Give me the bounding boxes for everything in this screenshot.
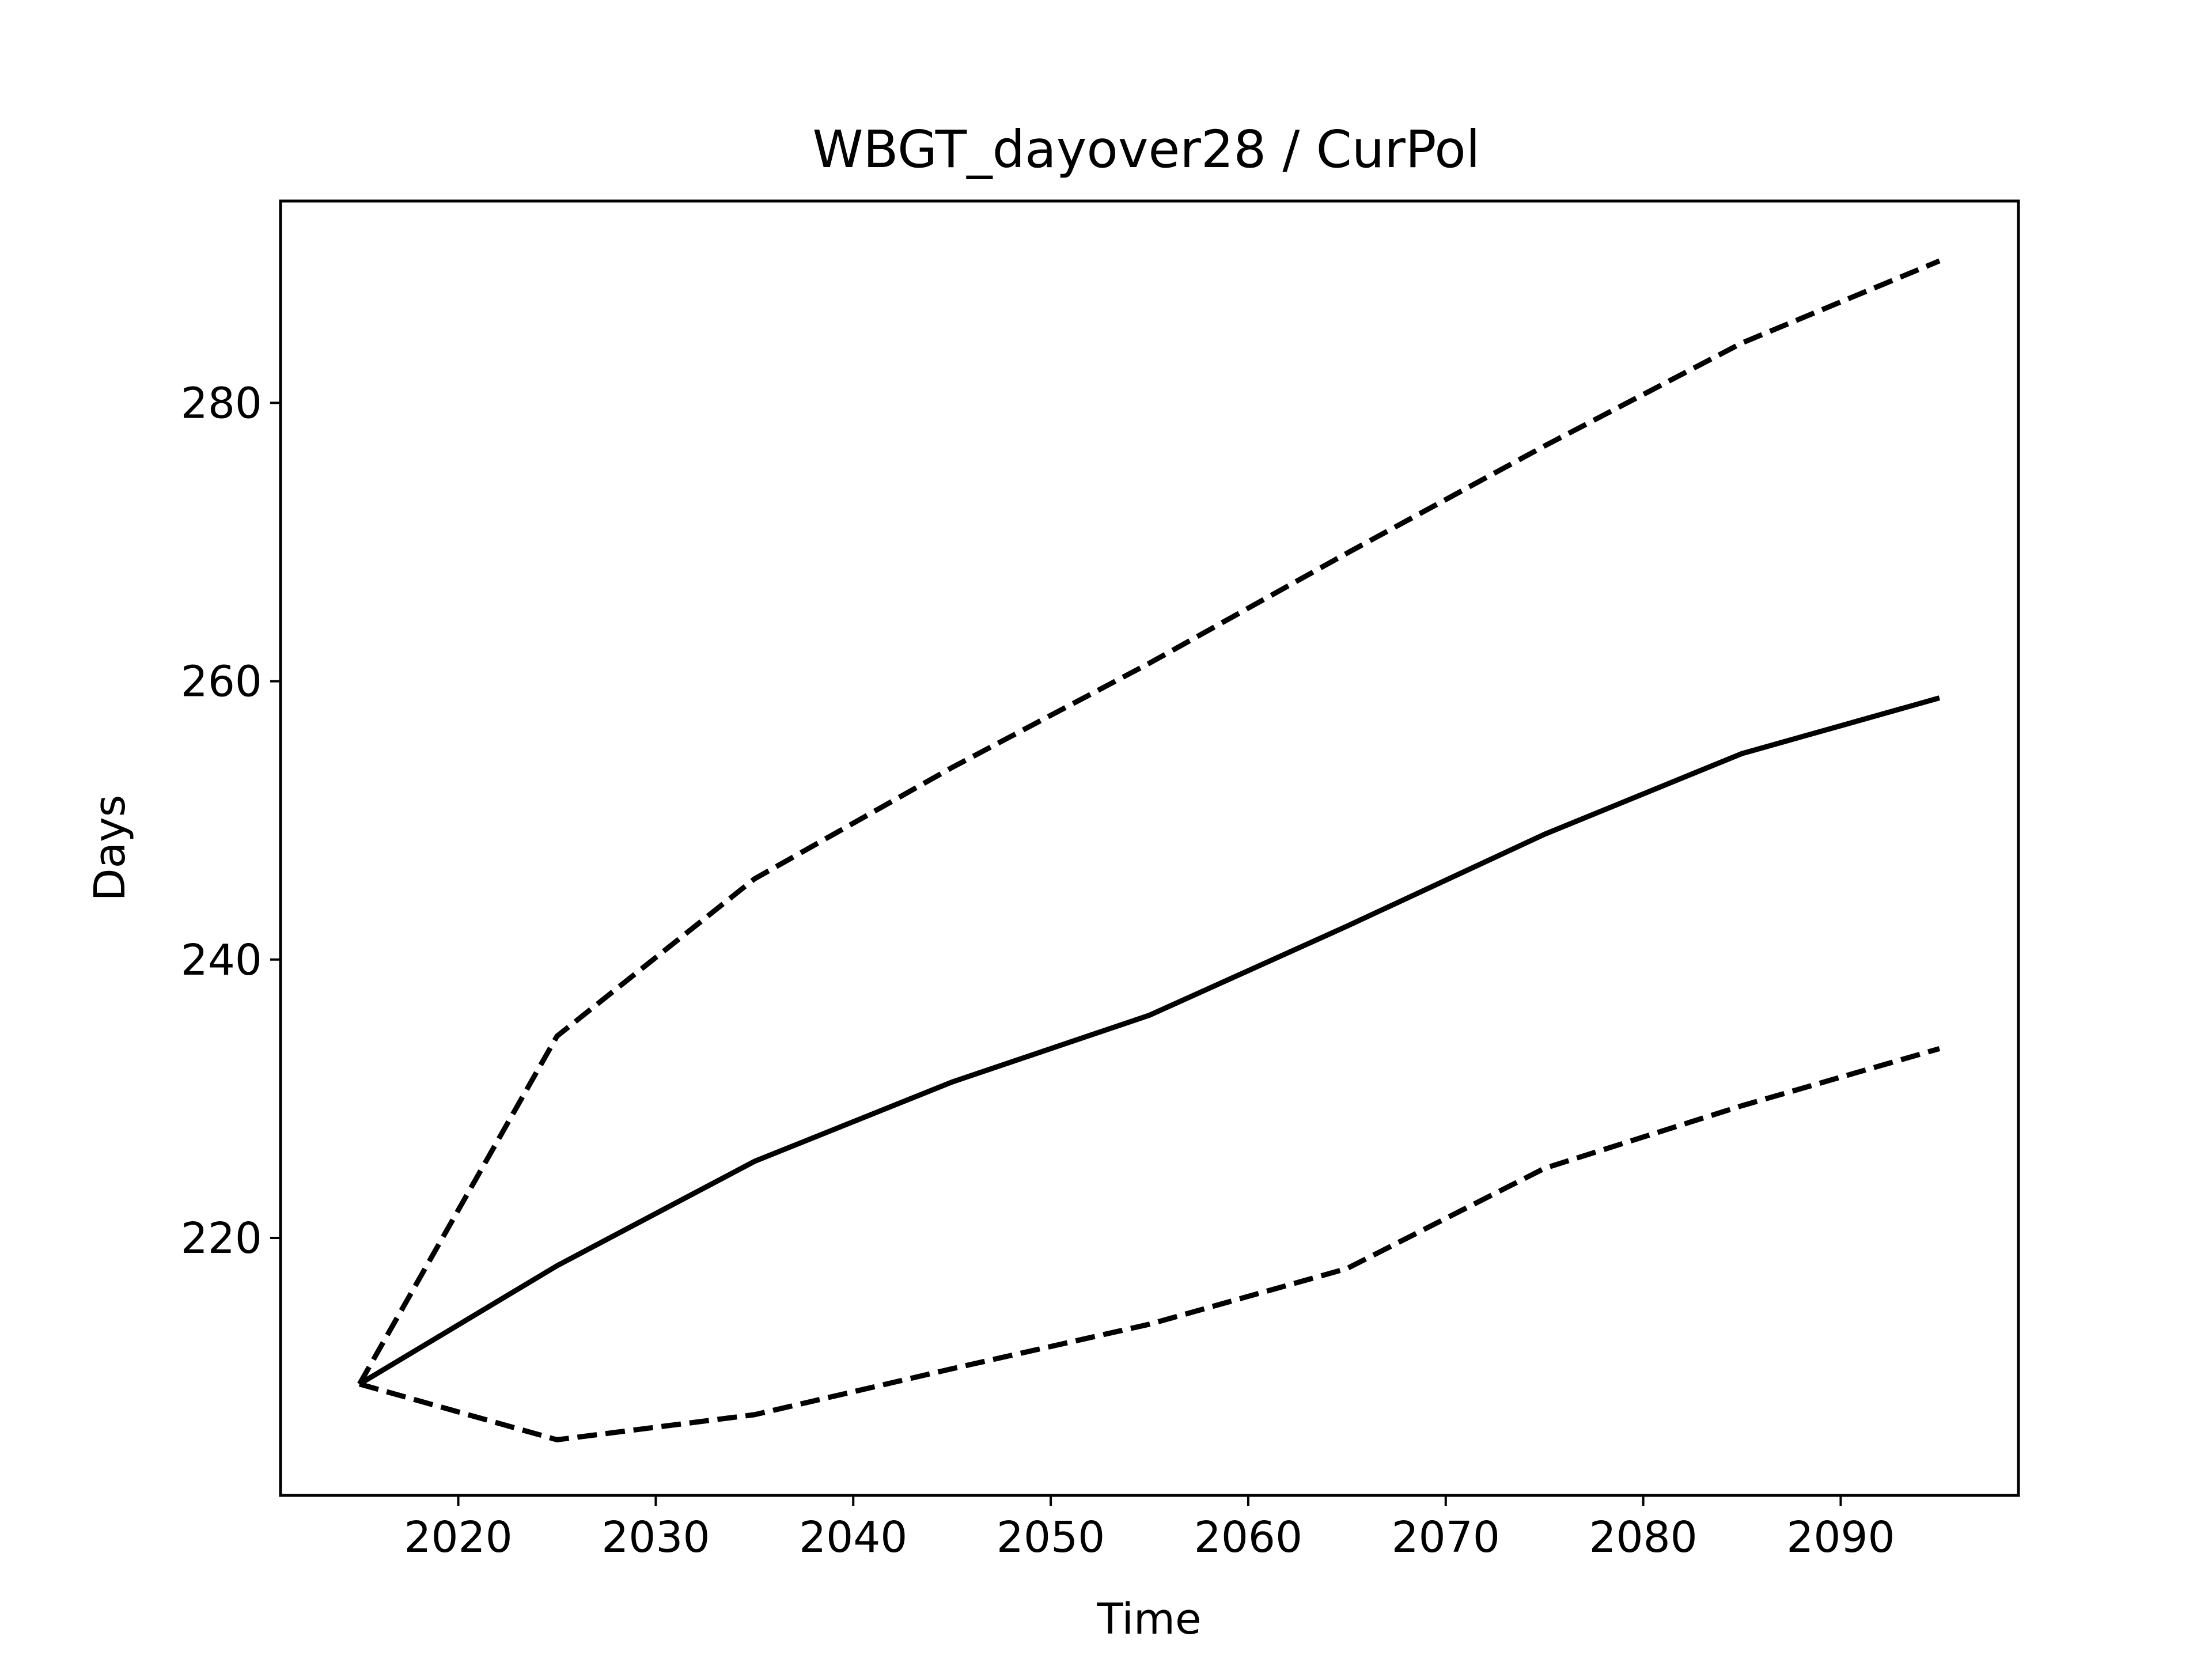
x-tick-label: 2060 (1194, 1513, 1302, 1562)
y-axis-label: Days (85, 795, 135, 902)
y-tick-label: 240 (181, 935, 262, 985)
plot-frame (279, 199, 2020, 1497)
x-tick-label: 2090 (1786, 1513, 1895, 1562)
x-tick-label: 2020 (404, 1513, 512, 1562)
y-tick-label: 260 (181, 657, 262, 707)
x-axis-label: Time (1096, 1594, 1201, 1644)
series-line-2-solid (358, 695, 1941, 1387)
chart-title: WBGT_dayover28 / CurPol (813, 119, 1480, 179)
series-line-1-dashed (357, 258, 1941, 1385)
y-tick-label: 280 (181, 378, 262, 428)
x-tick-label: 2070 (1392, 1513, 1500, 1562)
x-axis-ticks: 2020 2030 2040 2050 2060 2070 2080 2090 (404, 1495, 1895, 1562)
y-tick-label: 220 (181, 1214, 262, 1263)
x-tick-label: 2080 (1589, 1513, 1697, 1562)
series-line-3-dashed (358, 1046, 1941, 1442)
x-tick-label: 2050 (997, 1513, 1105, 1562)
y-axis-ticks: 220 240 260 280 (181, 378, 281, 1263)
series-layer (357, 258, 1941, 1442)
x-tick-label: 2030 (601, 1513, 710, 1562)
x-tick-label: 2040 (799, 1513, 907, 1562)
